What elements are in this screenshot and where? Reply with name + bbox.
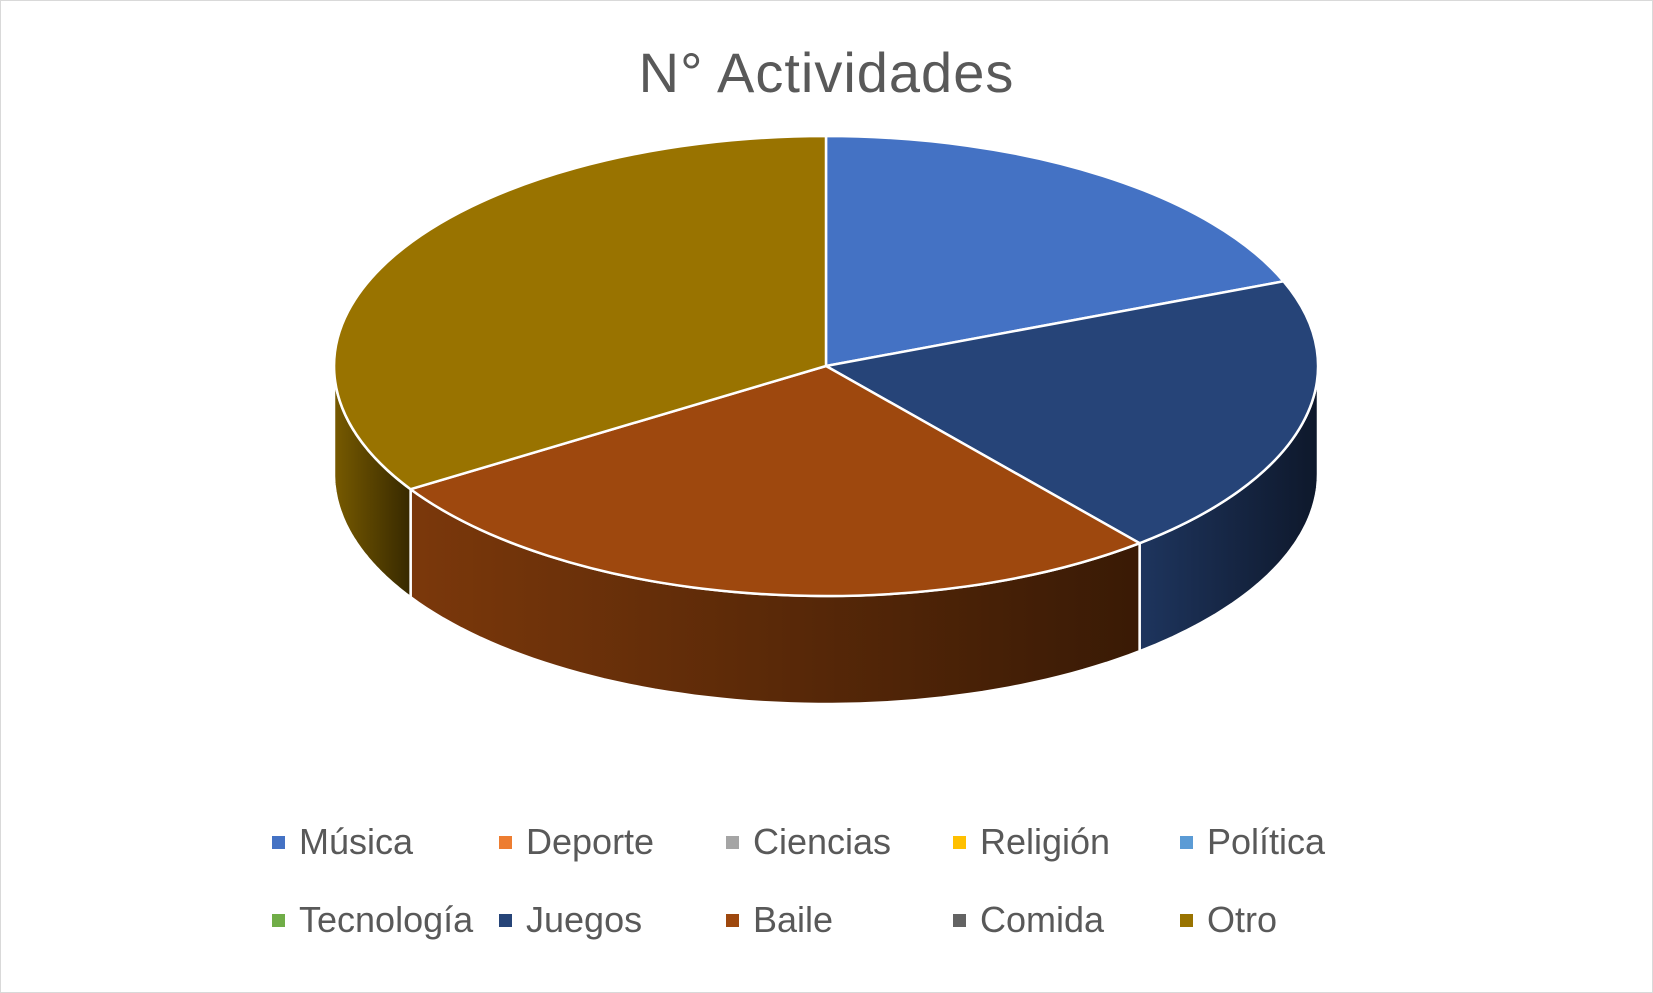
legend-item: Comida	[953, 899, 1180, 940]
legend-swatch	[953, 835, 966, 849]
legend-label: Tecnología	[299, 899, 474, 940]
legend-label: Religión	[980, 821, 1111, 862]
legend-swatch	[499, 835, 512, 849]
legend-item: Tecnología	[272, 899, 499, 940]
legend-item: Ciencias	[726, 821, 953, 862]
legend-swatch	[272, 835, 285, 849]
legend-label: Deporte	[526, 821, 655, 862]
legend-swatch	[953, 913, 966, 927]
legend-item: Juegos	[499, 899, 726, 940]
legend-swatch	[726, 835, 739, 849]
legend-item: Música	[272, 821, 499, 862]
legend-item: Deporte	[499, 821, 726, 862]
legend-label: Otro	[1207, 899, 1278, 940]
pie-slice	[409, 364, 1141, 598]
pie-slice	[824, 280, 1320, 545]
legend-item: Política	[1180, 821, 1407, 862]
pie-slice	[332, 134, 828, 491]
legend-label: Comida	[980, 899, 1105, 940]
legend-swatch	[1180, 835, 1193, 849]
legend-item: Baile	[726, 899, 953, 940]
legend-label: Ciencias	[753, 821, 892, 862]
legend-label: Política	[1207, 821, 1326, 862]
legend-swatch	[1180, 913, 1193, 927]
legend-swatch	[726, 913, 739, 927]
legend-label: Juegos	[526, 899, 643, 940]
pie-slice	[824, 134, 1285, 368]
legend-item: Religión	[953, 821, 1180, 862]
legend-item: Otro	[1180, 899, 1407, 940]
legend-swatch	[499, 913, 512, 927]
chart-legend: Música Deporte Ciencias Religión Política Tec…	[272, 821, 1412, 940]
legend-label: Música	[299, 821, 414, 862]
chart-title: N° Actividades	[638, 41, 1015, 104]
legend-label: Baile	[753, 899, 834, 940]
legend-swatch	[272, 913, 285, 927]
